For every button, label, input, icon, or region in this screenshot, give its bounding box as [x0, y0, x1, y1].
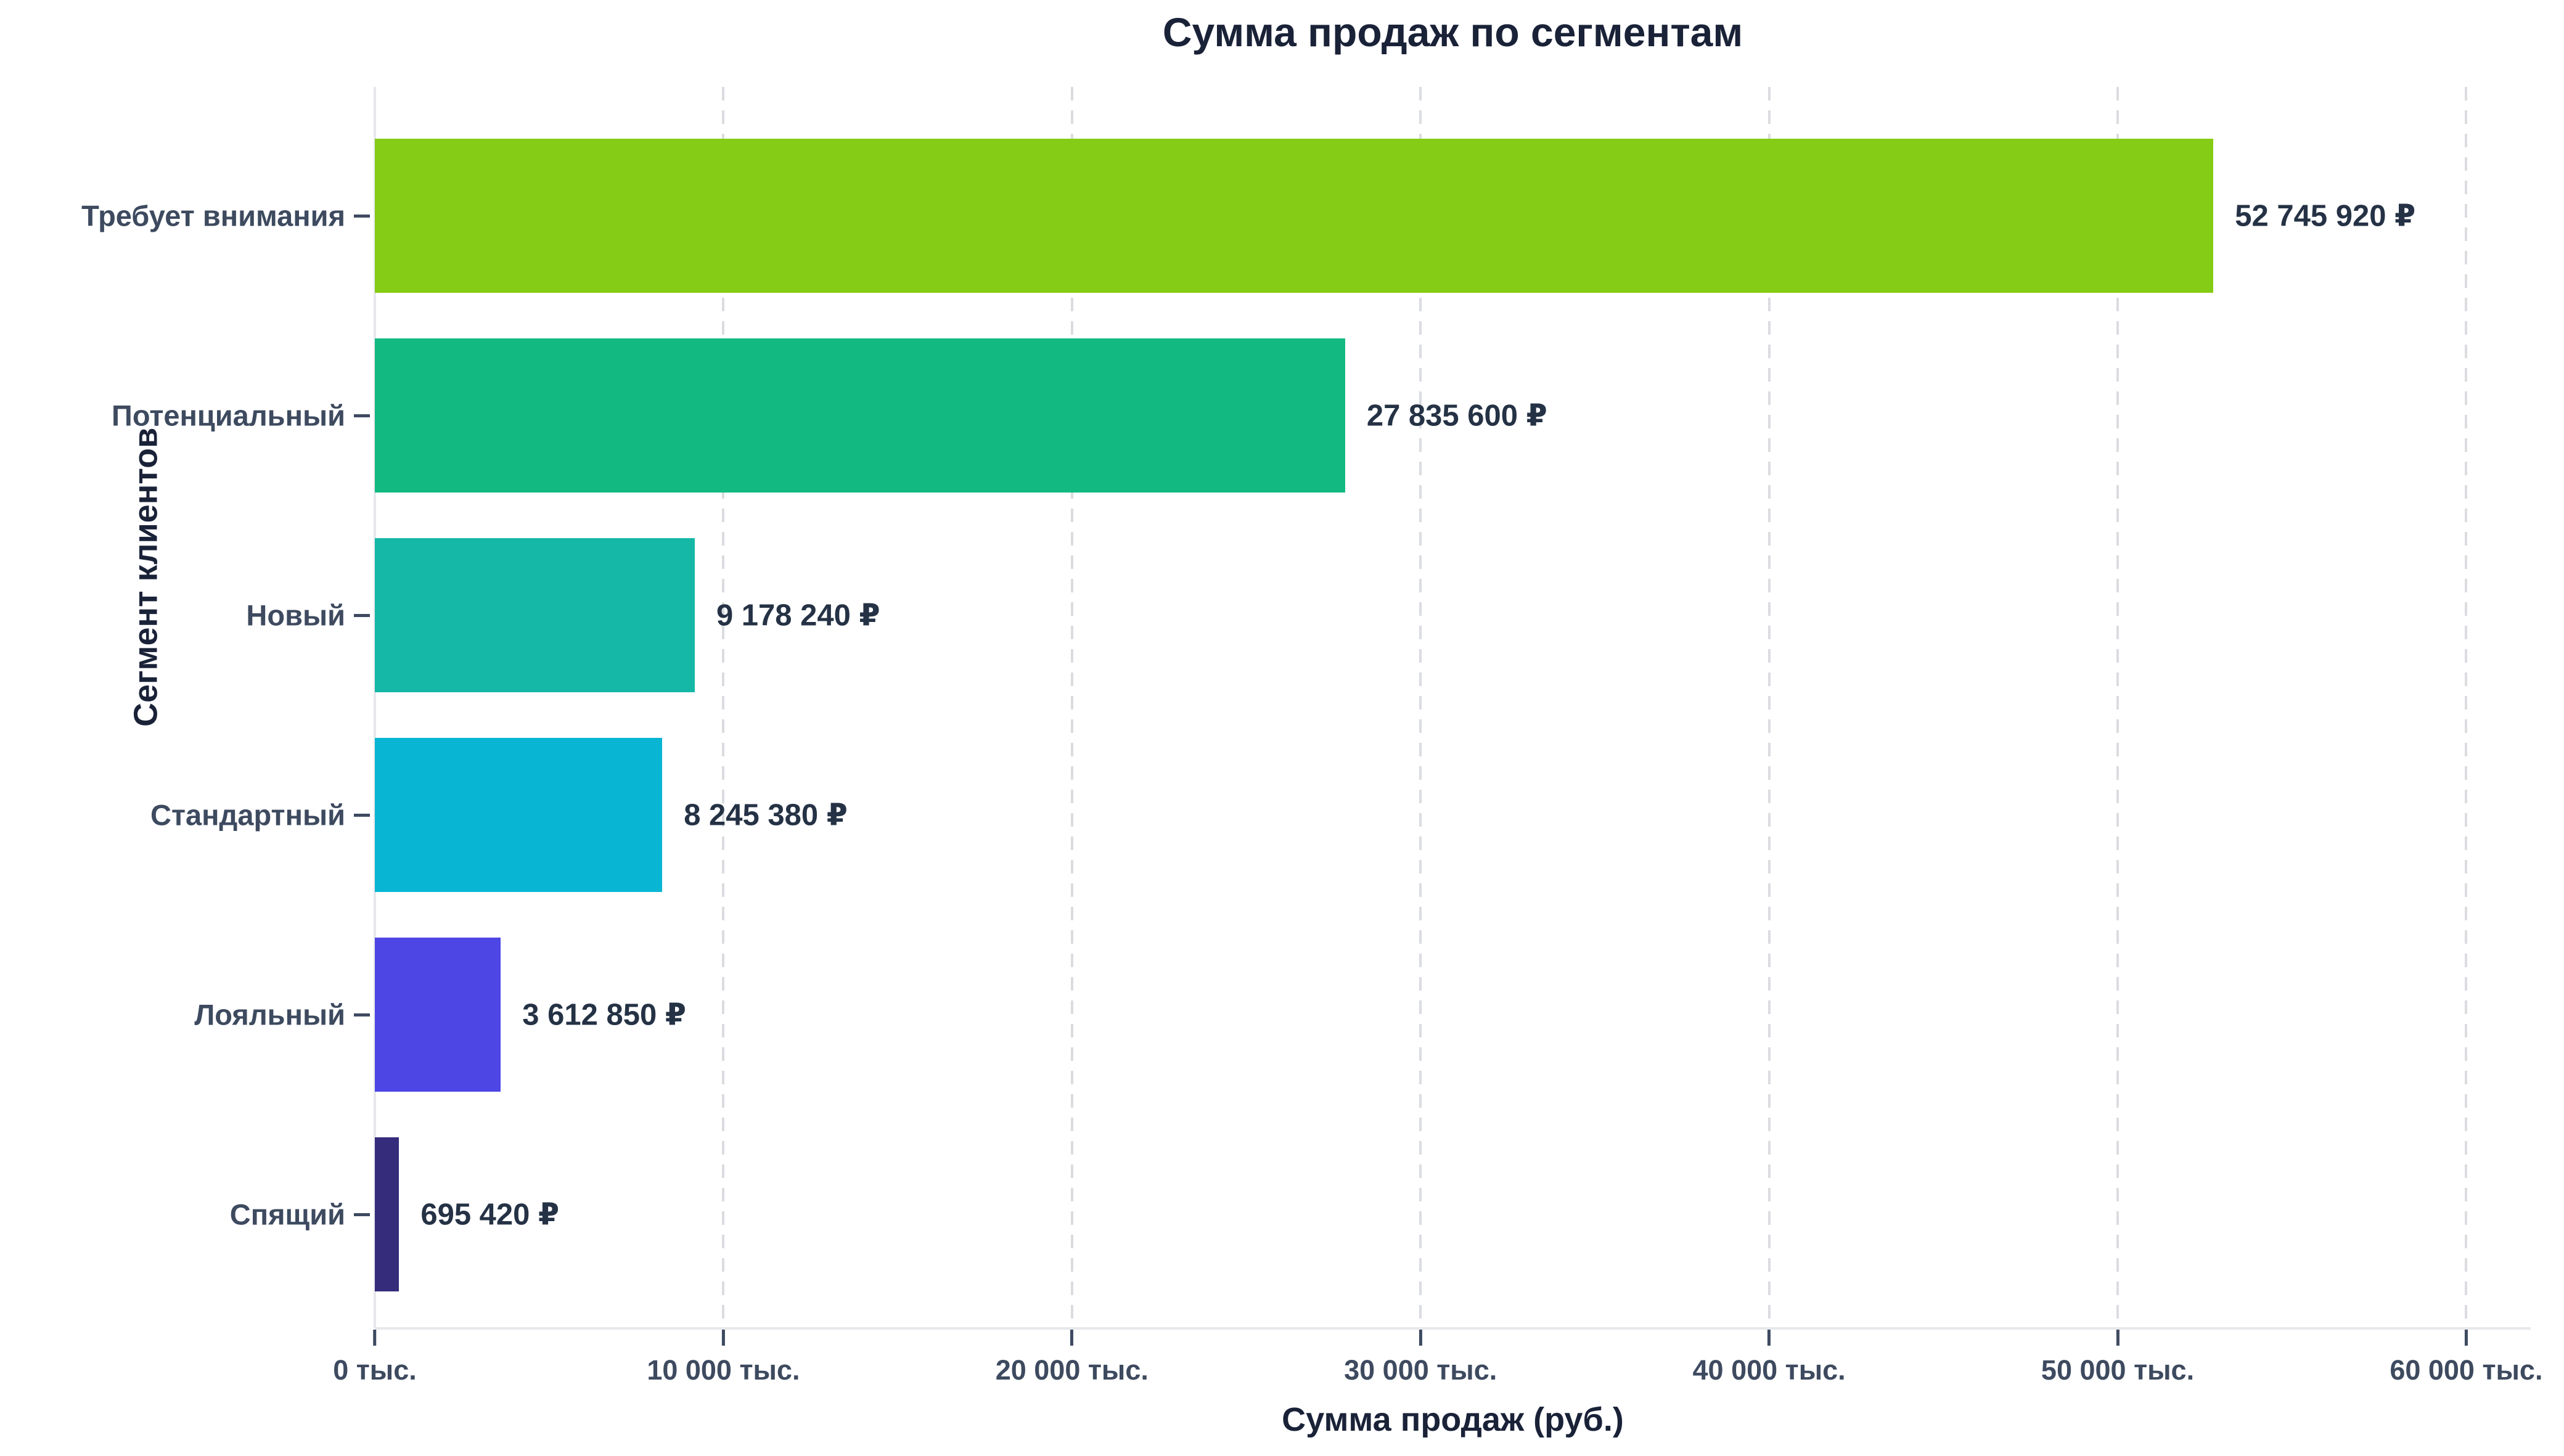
- x-tick-mark: [1070, 1330, 1074, 1346]
- x-tick-label: 0 тыс.: [333, 1354, 417, 1386]
- category-label: Потенциальный: [112, 399, 345, 432]
- x-tick-label: 30 000 тыс.: [1344, 1354, 1497, 1386]
- x-tick: 20 000 тыс.: [996, 1330, 1149, 1386]
- chart-title: Сумма продаж по сегментам: [1162, 9, 1743, 55]
- gridline: [722, 87, 725, 1328]
- bar-value-label: 8 245 380 ₽: [684, 798, 848, 832]
- x-axis-ticks: 0 тыс. 10 000 тыс. 20 000 тыс. 30 000 тыс. 4…: [333, 1330, 2542, 1404]
- bar-value-label: 27 835 600 ₽: [1366, 399, 1547, 433]
- gridline: [1419, 87, 1422, 1328]
- bar-value-label: 9 178 240 ₽: [716, 599, 880, 632]
- bar-value-label: 52 745 920 ₽: [2235, 199, 2416, 233]
- x-tick-label: 50 000 тыс.: [2041, 1354, 2195, 1386]
- x-tick-label: 60 000 тыс.: [2390, 1354, 2543, 1386]
- left-axis-spine: [374, 87, 376, 1328]
- category-label: Новый: [246, 599, 345, 632]
- y-tick-mark: [354, 614, 370, 617]
- category-label: Требует внимания: [81, 199, 345, 232]
- gridline: [1767, 87, 1771, 1328]
- y-tick-mark: [354, 814, 370, 817]
- y-tick-mark: [354, 1213, 370, 1216]
- category-label: Спящий: [229, 1198, 345, 1231]
- plot-area: 52 745 920 ₽ 27 835 600 ₽ 9 178 240 ₽ 8 245…: [375, 87, 2531, 1328]
- bar: [375, 538, 695, 692]
- x-tick-mark: [721, 1330, 725, 1346]
- x-tick: 10 000 тыс.: [647, 1330, 800, 1386]
- y-axis-labels: Требует внимания Потенциальный Новый Станда…: [0, 87, 345, 1328]
- x-tick-label: 20 000 тыс.: [995, 1354, 1149, 1386]
- x-tick: 40 000 тыс.: [1693, 1330, 1846, 1386]
- bar: [375, 1137, 399, 1291]
- x-tick-mark: [2464, 1330, 2468, 1346]
- gridline: [1070, 87, 1073, 1328]
- bar: [375, 938, 501, 1092]
- bar: [375, 338, 1345, 493]
- y-axis-tick-marks: [354, 87, 370, 1328]
- x-tick: 60 000 тыс.: [2390, 1330, 2542, 1386]
- x-tick: 30 000 тыс.: [1344, 1330, 1497, 1386]
- bar: [375, 738, 663, 892]
- x-tick: 50 000 тыс.: [2041, 1330, 2194, 1386]
- bar: [375, 139, 2214, 293]
- x-tick: 0 тыс.: [333, 1330, 417, 1386]
- gridline: [2465, 87, 2468, 1328]
- x-tick-mark: [373, 1330, 377, 1346]
- y-tick-mark: [354, 414, 370, 417]
- x-axis-title: Сумма продаж (руб.): [1282, 1401, 1624, 1438]
- x-tick-label: 10 000 тыс.: [647, 1354, 800, 1386]
- x-tick-mark: [1767, 1330, 1771, 1346]
- bar-value-label: 695 420 ₽: [420, 1198, 560, 1232]
- y-tick-mark: [354, 1013, 370, 1016]
- x-tick-label: 40 000 тыс.: [1692, 1354, 1846, 1386]
- category-label: Лояльный: [194, 998, 345, 1031]
- bar-value-label: 3 612 850 ₽: [522, 998, 686, 1032]
- y-tick-mark: [354, 215, 370, 218]
- x-tick-mark: [2116, 1330, 2120, 1346]
- bottom-axis-spine: [375, 1327, 2531, 1330]
- x-tick-mark: [1419, 1330, 1422, 1346]
- category-label: Стандартный: [150, 798, 345, 832]
- gridline: [2116, 87, 2119, 1328]
